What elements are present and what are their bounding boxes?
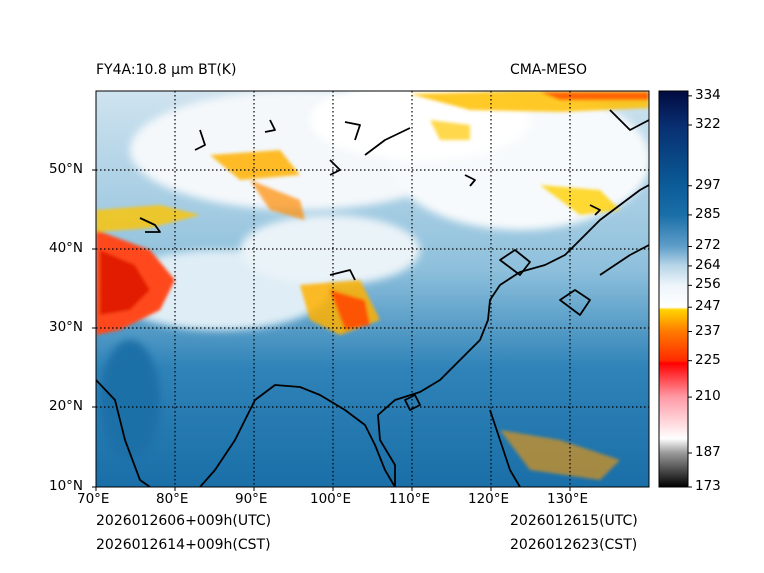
- figure-title-right: CMA-MESO: [510, 62, 588, 78]
- lat-tick-label: 20°N: [49, 398, 84, 414]
- lon-tick-label: 90°E: [235, 491, 268, 507]
- lat-tick-label: 30°N: [49, 319, 84, 335]
- lat-tick-label: 40°N: [49, 240, 84, 256]
- init-time-cst: 2026012614+009h(CST): [96, 537, 271, 553]
- colorbar-tick-marks: [688, 95, 692, 488]
- colorbar-frame: [658, 90, 689, 488]
- lon-tick-label: 80°E: [156, 491, 189, 507]
- map-panel: [96, 91, 649, 487]
- colorbar-tick-label: 225: [695, 351, 721, 368]
- colorbar-tick-label: 210: [695, 388, 721, 405]
- colorbar-tick-label: 322: [695, 116, 721, 132]
- colorbar: [658, 90, 692, 488]
- lat-tick-label: 10°N: [49, 478, 84, 494]
- valid-time-cst: 2026012623(CST): [510, 537, 638, 553]
- colorbar-tick-label: 285: [695, 205, 721, 222]
- figure-title-left: FY4A:10.8 µm BT(K): [96, 62, 237, 78]
- lon-tick-label: 110°E: [389, 491, 431, 507]
- lon-tick-label: 130°E: [547, 491, 589, 507]
- colorbar-tick-label: 173: [695, 478, 721, 494]
- colorbar-tick-label: 272: [695, 237, 721, 254]
- graticule: [96, 91, 649, 487]
- deep-convection-regions: [96, 91, 649, 480]
- colorbar-tick-label: 256: [695, 276, 721, 293]
- colorbar-tick-label: 264: [695, 256, 721, 273]
- colorbar-tick-label: 297: [695, 176, 721, 193]
- colorbar-tick-label: 237: [695, 322, 721, 339]
- map-frame: [95, 90, 650, 488]
- lon-tick-label: 100°E: [310, 491, 352, 507]
- lon-tick-label: 120°E: [468, 491, 510, 507]
- init-time-utc: 2026012606+009h(UTC): [96, 513, 272, 529]
- coastlines: [96, 109, 649, 487]
- colorbar-tick-label: 187: [695, 443, 721, 460]
- colorbar-tick-label: 247: [695, 298, 721, 315]
- lat-tick-label: 50°N: [49, 161, 84, 177]
- lon-tick-label: 70°E: [77, 491, 110, 507]
- valid-time-utc: 2026012615(UTC): [510, 513, 638, 529]
- axis-ticks: [92, 169, 571, 491]
- colorbar-tick-label: 334: [695, 86, 721, 103]
- colorbar-fill: [659, 91, 688, 487]
